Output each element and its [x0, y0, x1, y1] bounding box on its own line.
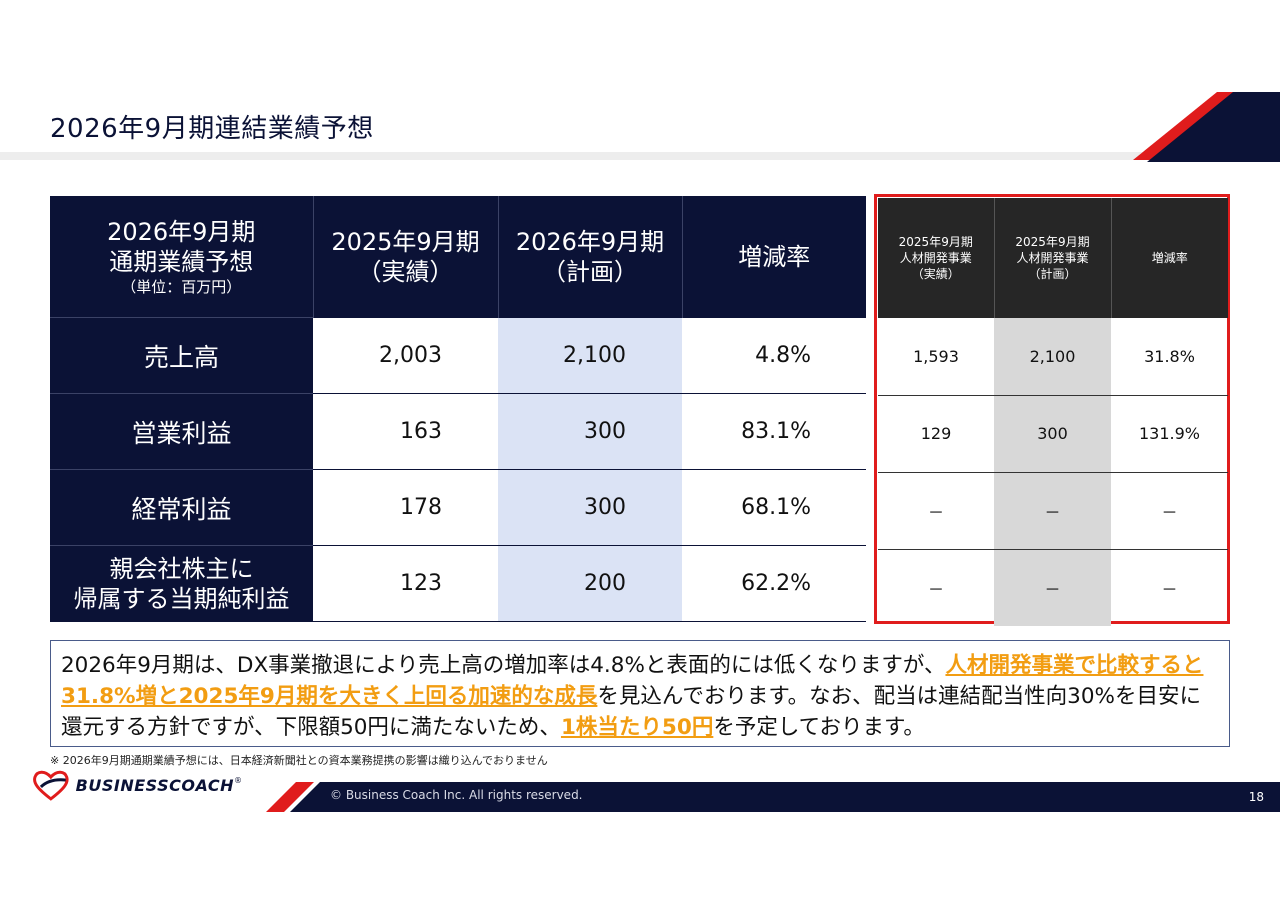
segment-plan-value: － — [994, 472, 1111, 550]
segment-plan-value: － — [994, 549, 1111, 626]
plan-value: 200 — [498, 545, 682, 622]
company-logo: BUSINESSCOACH ® — [32, 768, 242, 802]
heart-logo-icon — [33, 770, 69, 801]
table-row: － － － — [878, 472, 1228, 550]
header-fy2026-plan: 2026年9月期 （計画） — [498, 196, 683, 318]
header-segment-plan: 2025年9月期 人材開発事業 （計画） — [994, 198, 1112, 318]
table-row: 売上高 2,003 2,100 4.8% — [50, 317, 866, 394]
logo-wordmark: BUSINESSCOACH — [75, 775, 234, 795]
table-row: 経常利益 178 300 68.1% — [50, 469, 866, 546]
header-change-rate: 増減率 — [682, 196, 866, 318]
registered-mark: ® — [234, 776, 242, 785]
segment-actual-value: 1,593 — [878, 318, 994, 396]
segment-change-rate-value: － — [1161, 579, 1178, 599]
footer-bar — [266, 782, 1280, 812]
copyright-text: © Business Coach Inc. All rights reserve… — [330, 788, 583, 802]
summary-text: を予定しております。 — [713, 715, 925, 740]
actual-value: 163 — [313, 393, 498, 470]
footnote: ※ 2026年9月期通期業績予想には、日本経済新聞社との資本業務提携の影響は織り… — [50, 754, 548, 767]
summary-highlight-dividend: 1株当たり50円 — [560, 715, 714, 740]
change-rate-value: 83.1% — [682, 393, 866, 470]
row-label: 経常利益 — [50, 469, 313, 546]
table-row: 営業利益 163 300 83.1% — [50, 393, 866, 470]
segment-plan-value: 2,100 — [994, 318, 1111, 396]
change-rate-value: 4.8% — [682, 317, 866, 394]
table-row: 129 300 131.9% — [878, 395, 1228, 473]
change-rate-value: 62.2% — [682, 545, 866, 622]
header-forecast-period: 2026年9月期 通期業績予想 （単位：百万円） — [50, 196, 314, 318]
segment-change-rate-value: － — [1111, 472, 1228, 550]
segment-plan-value: 300 — [994, 395, 1111, 473]
corner-stripe-decoration — [1133, 92, 1280, 162]
header-segment-actual: 2025年9月期 人材開発事業 （実績） — [878, 198, 995, 318]
actual-value: 2,003 — [313, 317, 498, 394]
change-rate-value: 68.1% — [682, 469, 866, 546]
plan-value: 300 — [498, 469, 682, 546]
header-fy2025-actual: 2025年9月期 （実績） — [313, 196, 499, 318]
segment-actual-value: － — [927, 579, 944, 599]
hr-development-segment-table: 2025年9月期 人材開発事業 （実績） 2025年9月期 人材開発事業 （計画… — [878, 198, 1228, 626]
table-row: 1,593 2,100 31.8% — [878, 318, 1228, 396]
title-underline — [0, 152, 1280, 160]
page-number: 18 — [1248, 790, 1264, 804]
row-label: 営業利益 — [50, 393, 313, 470]
table-row: 親会社株主に 帰属する当期純利益 123 200 62.2% — [50, 545, 866, 622]
actual-value: 178 — [313, 469, 498, 546]
consolidated-forecast-table: 2026年9月期 通期業績予想 （単位：百万円） 2025年9月期 （実績） 2… — [50, 196, 866, 622]
table-row: － － － — [878, 549, 1228, 626]
row-label: 親会社株主に 帰属する当期純利益 — [50, 545, 313, 622]
segment-actual-value: － — [878, 472, 994, 550]
actual-value: 123 — [313, 545, 498, 622]
plan-value: 300 — [498, 393, 682, 470]
segment-change-rate-value: 131.9% — [1111, 395, 1228, 473]
summary-box: 2026年9月期は、DX事業撤退により売上高の増加率は4.8%と表面的には低くな… — [50, 640, 1230, 747]
summary-highlight-growth: 人材開発事業で比較すると31.8%増と2025年9月期を大きく上回る加速的な成長 — [61, 653, 1204, 709]
plan-value: 2,100 — [498, 317, 682, 394]
segment-actual-value: 129 — [878, 395, 994, 473]
page-title: 2026年9月期連結業績予想 — [50, 114, 374, 144]
segment-change-rate-value: 31.8% — [1111, 318, 1228, 396]
summary-text: 2026年9月期は、DX事業撤退により売上高の増加率は4.8%と表面的には低くな… — [61, 653, 946, 678]
header-segment-change-rate: 増減率 — [1111, 198, 1228, 318]
summary-text: を見込んでおります。なお、配当は連結配当性向30%を目安に還元する方針ですが、下… — [61, 684, 1201, 740]
row-label: 売上高 — [50, 317, 313, 394]
